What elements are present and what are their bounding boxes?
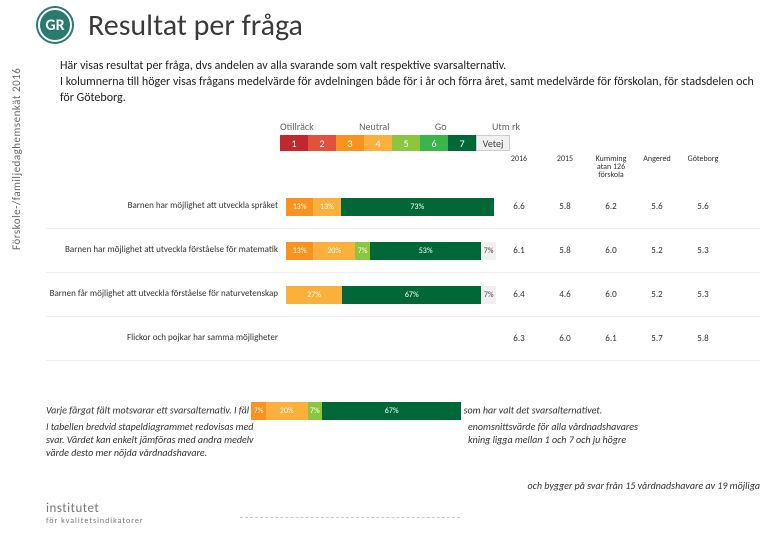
- bar-segment: 27%: [286, 286, 342, 304]
- para-text: värde desto mer nöjda vårdnadshavare.: [46, 446, 207, 459]
- intro-line: I kolumnerna till höger visas frågans me…: [60, 74, 760, 106]
- scale-legend: Otillräck Neutral Go Utm rk 1234567Vetej: [280, 120, 520, 151]
- explanation-paragraph: Varje färgat fält motsvarar ett svarsalt…: [46, 402, 760, 459]
- divider: [240, 517, 460, 518]
- row-values: 6.15.86.05.25.3: [496, 245, 726, 256]
- bar-segment: 20%: [266, 402, 308, 420]
- para-text: som har valt det svarsalternativet.: [464, 403, 603, 416]
- para-text: I tabellen bredvid stapeldiagrammet redo…: [46, 420, 253, 433]
- row-label: Barnen har möjlighet att utveckla förstå…: [46, 245, 286, 256]
- legend-box: 1: [280, 135, 308, 151]
- bar-segment: 13%: [313, 198, 340, 216]
- bar-segment: 7%: [251, 402, 266, 420]
- footer-logo-text: institutet: [46, 501, 99, 516]
- row-values: 6.36.06.15.75.8: [496, 333, 726, 344]
- stacked-bar: 27%67%7%: [286, 286, 496, 304]
- bar-segment: 7%: [481, 286, 496, 304]
- legend-box: 7: [448, 135, 476, 151]
- value-cell: 5.6: [680, 201, 726, 212]
- value-cell: 5.2: [634, 245, 680, 256]
- col-header: 2015: [542, 155, 588, 179]
- value-cell: 6.2: [588, 201, 634, 212]
- bar-segment: 7%: [481, 242, 496, 260]
- para-text: enomsnittsvärde för alla vårdnadshavares: [468, 420, 638, 433]
- legend-label: Neutral: [359, 120, 389, 133]
- intro-line: Här visas resultat per fråga, dvs andele…: [60, 58, 760, 74]
- bar-segment: 53%: [370, 242, 481, 260]
- row-label: Flickor och pojkar har samma möjligheter: [46, 333, 286, 344]
- bar-segment: 20%: [313, 242, 355, 260]
- gr-logo: GR: [36, 6, 74, 44]
- legend-box: 6: [420, 135, 448, 151]
- row-label: Barnen har möjlighet att utveckla språke…: [46, 201, 286, 212]
- bar-segment: 7%: [355, 242, 370, 260]
- para-text: kning ligga mellan 1 och 7 och ju högre: [468, 433, 626, 446]
- value-cell: 5.8: [542, 245, 588, 256]
- legend-label: Utm rk: [492, 120, 520, 133]
- para-text: Varje färgat fält motsvarar ett svarsalt…: [46, 403, 249, 416]
- value-cell: 5.6: [634, 201, 680, 212]
- stacked-bar: 13%20%7%53%7%: [286, 242, 496, 260]
- bar-segment: 13%: [286, 198, 313, 216]
- legend-box: 3: [336, 135, 364, 151]
- legend-box: 2: [308, 135, 336, 151]
- row-values: 6.44.66.05.25.3: [496, 289, 726, 300]
- value-cell: 6.0: [588, 289, 634, 300]
- col-header: 2016: [496, 155, 542, 179]
- footer-note: och bygger på svar från 15 vårdnadshavar…: [528, 479, 760, 492]
- value-cell: 6.6: [496, 201, 542, 212]
- chart-row: Flickor och pojkar har samma möjligheter…: [46, 317, 760, 361]
- chart-area: 2016 2015 Kumming atan 126 förskola Ange…: [46, 155, 760, 361]
- footer-logo: institutet för kvalitetsindikatorer: [46, 501, 144, 526]
- value-cell: 5.3: [680, 289, 726, 300]
- legend-label: Otillräck: [280, 120, 314, 133]
- logo-text: GR: [45, 16, 64, 35]
- sidebar-survey-label: Förskole-/familjedaghemsenkät 2016: [10, 20, 23, 250]
- bar-segment: 13%: [286, 242, 313, 260]
- value-cell: 6.0: [588, 245, 634, 256]
- stacked-bar: 13%13%73%: [286, 198, 496, 216]
- value-cell: 6.4: [496, 289, 542, 300]
- legend-box-vetej: Vetej: [476, 135, 510, 151]
- footer-logo-sub: för kvalitetsindikatorer: [46, 516, 144, 526]
- value-cell: 6.1: [496, 245, 542, 256]
- value-cell: 5.3: [680, 245, 726, 256]
- legend-label: Go: [435, 120, 447, 133]
- row-label: Barnen får möjlighet att utveckla förstå…: [46, 289, 286, 300]
- col-header: Göteborg: [680, 155, 726, 179]
- stacked-bar: [286, 330, 496, 348]
- para-text: svar. Värdet kan enkelt jämföras med and…: [46, 433, 254, 446]
- page-title: Resultat per fråga: [88, 7, 303, 44]
- legend-box: 5: [392, 135, 420, 151]
- inline-bar: 7%20%7%67%: [251, 402, 461, 420]
- col-header: Kumming atan 126 förskola: [588, 155, 634, 179]
- row-values: 6.65.86.25.65.6: [496, 201, 726, 212]
- value-cell: 5.8: [680, 333, 726, 344]
- value-cell: 6.1: [588, 333, 634, 344]
- bar-segment: 73%: [341, 198, 494, 216]
- col-header: Angered: [634, 155, 680, 179]
- chart-row: Barnen får möjlighet att utveckla förstå…: [46, 273, 760, 317]
- legend-box: 4: [364, 135, 392, 151]
- value-cell: 5.7: [634, 333, 680, 344]
- column-headers: 2016 2015 Kumming atan 126 förskola Ange…: [46, 155, 760, 179]
- value-cell: 4.6: [542, 289, 588, 300]
- intro-text: Här visas resultat per fråga, dvs andele…: [60, 58, 760, 107]
- chart-row: Barnen har möjlighet att utveckla förstå…: [46, 229, 760, 273]
- bar-segment: 7%: [308, 402, 323, 420]
- value-cell: 5.2: [634, 289, 680, 300]
- chart-row: Barnen har möjlighet att utveckla språke…: [46, 185, 760, 229]
- header: GR Resultat per fråga: [36, 6, 303, 44]
- bar-segment: 67%: [342, 286, 481, 304]
- bar-segment: 67%: [322, 402, 461, 420]
- value-cell: 6.3: [496, 333, 542, 344]
- value-cell: 6.0: [542, 333, 588, 344]
- value-cell: 5.8: [542, 201, 588, 212]
